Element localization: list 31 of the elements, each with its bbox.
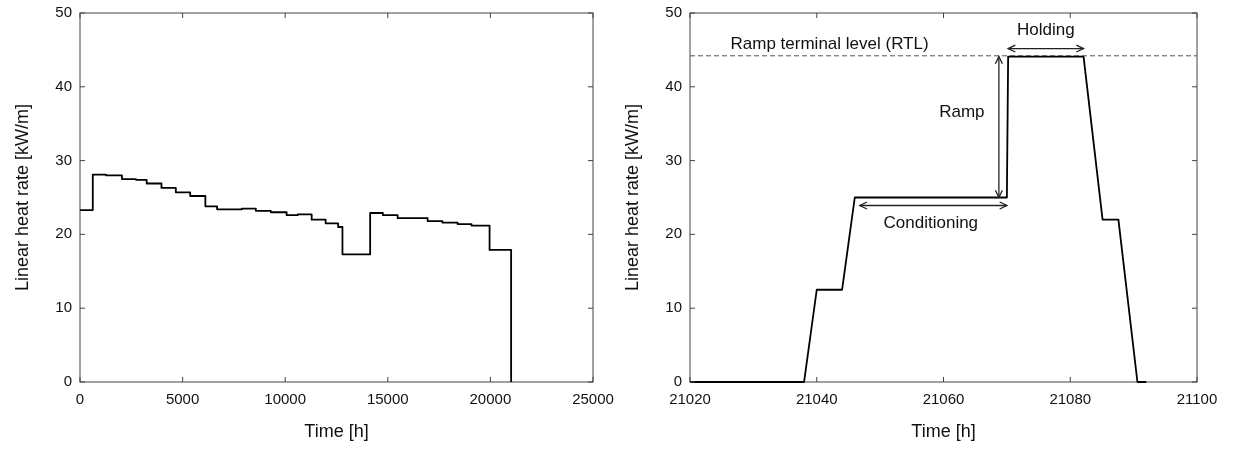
x-axis-title: Time [h]: [304, 421, 369, 441]
y-tick-label: 20: [665, 224, 682, 242]
x-tick-label: 5000: [165, 390, 200, 407]
x-tick-label: 21020: [669, 390, 711, 407]
y-tick-label: 50: [55, 2, 72, 20]
y-tick-label: 30: [55, 150, 72, 168]
annotation: Conditioning: [883, 212, 979, 232]
y-tick-label: 10: [55, 298, 72, 316]
x-tick-label: 15000: [366, 390, 409, 407]
annotation: Holding: [1017, 20, 1075, 40]
y-axis-title: Linear heat rate [kW/m]: [12, 103, 32, 292]
x-tick-label: 21040: [795, 390, 838, 407]
y-tick-label: 10: [665, 298, 682, 316]
y-tick-label: 0: [63, 371, 72, 389]
x-tick-label: 21100: [1176, 390, 1218, 407]
y-tick-label: 40: [665, 76, 682, 94]
y-tick-label: 0: [673, 371, 682, 389]
x-tick-label: 20000: [469, 390, 512, 407]
annotation: Ramp: [939, 101, 985, 121]
y-tick-label: 30: [665, 150, 682, 168]
x-tick-label: 21080: [1049, 390, 1092, 407]
x-tick-label: 10000: [264, 390, 307, 407]
y-tick-label: 40: [55, 76, 72, 94]
y-tick-label: 50: [665, 2, 682, 20]
x-tick-label: 21060: [922, 390, 965, 407]
y-tick-label: 20: [55, 224, 72, 242]
y-axis-title: Linear heat rate [kW/m]: [622, 103, 642, 292]
x-axis-title: Time [h]: [911, 421, 976, 441]
x-tick-label: 0: [75, 390, 85, 407]
ref-line-label: Ramp terminal level (RTL): [730, 33, 929, 53]
x-tick-label: 25000: [572, 390, 614, 407]
